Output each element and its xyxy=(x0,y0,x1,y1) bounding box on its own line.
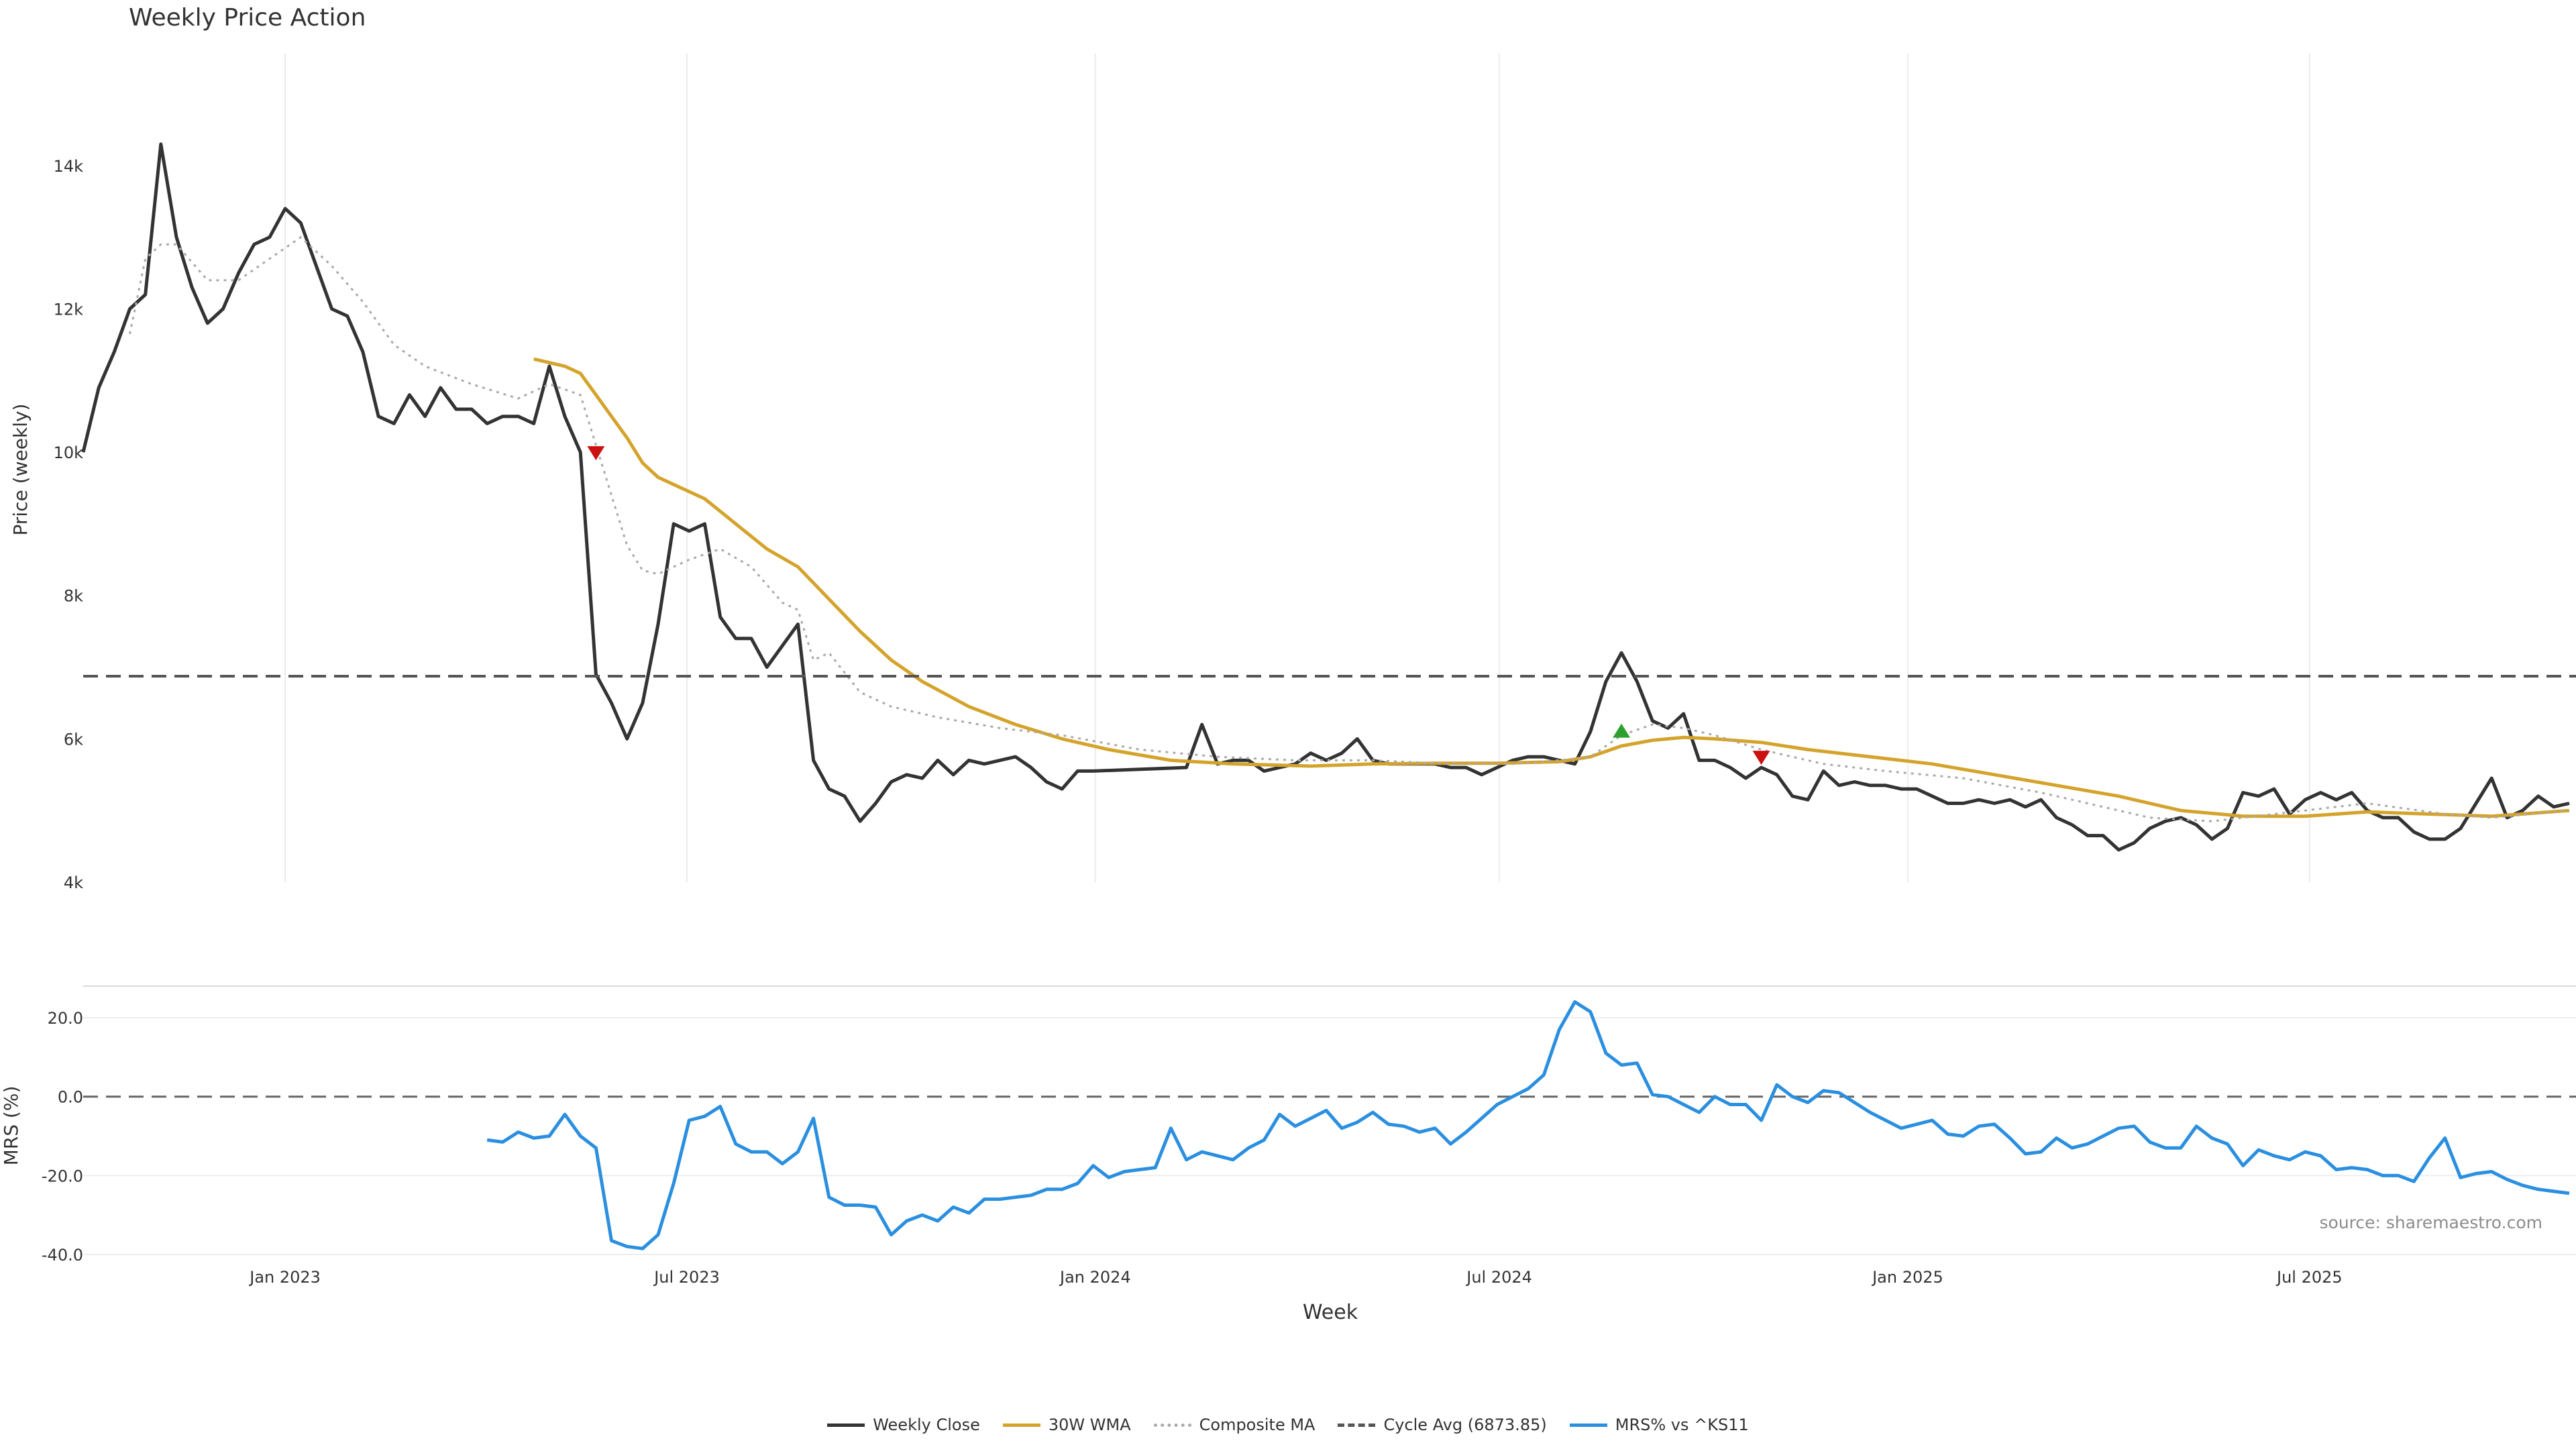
legend-label: Weekly Close xyxy=(873,1415,980,1434)
source-annotation: source: sharemaestro.com xyxy=(2319,1213,2543,1232)
y-tick-label: 12k xyxy=(54,300,84,319)
legend-swatch xyxy=(1153,1423,1191,1427)
x-tick-label: Jul 2025 xyxy=(2275,1268,2343,1287)
legend-item: Weekly Close xyxy=(827,1415,980,1434)
y-tick-label: 8k xyxy=(64,587,83,606)
legend-label: Composite MA xyxy=(1199,1415,1316,1434)
legend: Weekly Close 30W WMA Composite MA Cycle Avg… xyxy=(0,1415,2576,1434)
legend-item: 30W WMA xyxy=(1002,1415,1131,1434)
x-tick-label: Jul 2024 xyxy=(1465,1268,1532,1287)
x-tick-label: Jan 2025 xyxy=(1871,1268,1943,1287)
legend-label: Cycle Avg (6873.85) xyxy=(1383,1415,1547,1434)
30w-wma-line xyxy=(533,357,2570,818)
mrs-line xyxy=(486,1000,2570,1250)
x-tick-label: Jan 2023 xyxy=(248,1268,321,1287)
x-tick-label: Jul 2023 xyxy=(653,1268,720,1287)
legend-swatch xyxy=(827,1423,865,1427)
legend-label: MRS% vs ^KS11 xyxy=(1615,1415,1749,1434)
y-tick-label: 6k xyxy=(64,730,83,749)
sell-signal-marker xyxy=(587,446,605,461)
mrs-y-tick-label: -40.0 xyxy=(42,1246,83,1265)
composite-ma-line xyxy=(129,236,2570,822)
sell-signal-marker xyxy=(1752,751,1770,765)
y-tick-label: 10k xyxy=(54,443,84,462)
y-tick-label: 14k xyxy=(54,157,84,176)
y-tick-label: 4k xyxy=(64,873,83,892)
legend-item: MRS% vs ^KS11 xyxy=(1569,1415,1749,1434)
legend-item: Composite MA xyxy=(1153,1415,1316,1434)
legend-swatch xyxy=(1002,1423,1040,1427)
mrs-y-tick-label: -20.0 xyxy=(42,1167,83,1185)
legend-swatch xyxy=(1569,1423,1607,1427)
mrs-y-axis-label: MRS (%) xyxy=(0,1086,22,1166)
legend-label: 30W WMA xyxy=(1048,1415,1131,1434)
mrs-y-tick-label: 20.0 xyxy=(48,1009,83,1028)
legend-item: Cycle Avg (6873.85) xyxy=(1338,1415,1547,1434)
buy-signal-marker xyxy=(1613,723,1631,738)
y-axis-label: Price (weekly) xyxy=(9,404,32,536)
x-axis-label: Week xyxy=(1303,1301,1358,1324)
legend-swatch xyxy=(1338,1423,1376,1427)
chart-title: Weekly Price Action xyxy=(129,4,366,32)
weekly-close-line xyxy=(81,142,2570,852)
mrs-y-tick-label: 0.0 xyxy=(58,1088,83,1107)
x-tick-label: Jan 2024 xyxy=(1059,1268,1131,1287)
